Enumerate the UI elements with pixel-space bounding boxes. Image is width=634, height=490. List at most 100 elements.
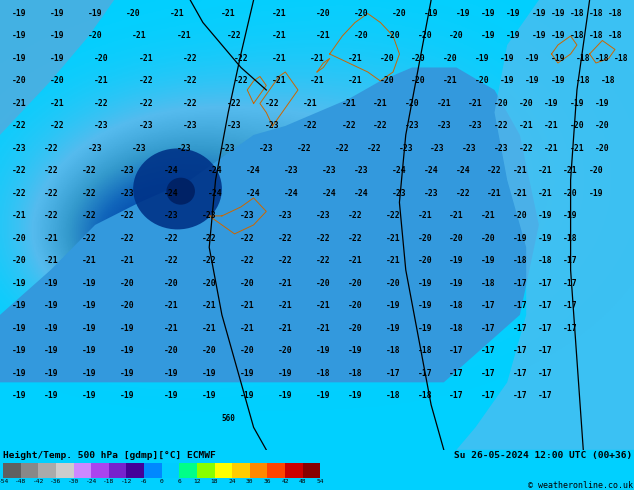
Text: -19: -19 — [347, 346, 363, 355]
Text: -23: -23 — [430, 144, 445, 153]
Text: -23: -23 — [119, 189, 134, 198]
Text: -19: -19 — [481, 31, 496, 41]
Text: -17: -17 — [538, 279, 553, 288]
Text: -22: -22 — [240, 234, 255, 243]
Text: -20: -20 — [481, 234, 496, 243]
Text: -18: -18 — [607, 31, 623, 41]
Text: -20: -20 — [11, 76, 27, 85]
Text: -23: -23 — [164, 211, 179, 220]
Text: -19: -19 — [81, 369, 96, 378]
Text: -48: -48 — [15, 479, 27, 485]
Text: -21: -21 — [164, 324, 179, 333]
Text: -23: -23 — [322, 167, 337, 175]
Text: -22: -22 — [94, 99, 109, 108]
Text: -21: -21 — [347, 54, 363, 63]
Text: -20: -20 — [404, 99, 420, 108]
Text: -17: -17 — [633, 31, 634, 41]
Text: -19: -19 — [278, 392, 293, 400]
Text: -21: -21 — [271, 9, 287, 18]
Bar — [302, 463, 320, 478]
Text: 30: 30 — [246, 479, 254, 485]
Text: -20: -20 — [385, 279, 401, 288]
Text: -19: -19 — [119, 324, 134, 333]
Text: -23: -23 — [87, 144, 103, 153]
Text: -20: -20 — [379, 54, 394, 63]
Text: -17: -17 — [512, 279, 527, 288]
Text: -17: -17 — [563, 301, 578, 310]
Text: -22: -22 — [138, 99, 153, 108]
Text: -23: -23 — [404, 122, 420, 130]
Text: -21: -21 — [43, 234, 58, 243]
Text: -20: -20 — [417, 256, 432, 266]
Text: -19: -19 — [43, 346, 58, 355]
Text: -19: -19 — [164, 392, 179, 400]
Text: -22: -22 — [81, 234, 96, 243]
Text: -19: -19 — [11, 392, 27, 400]
Text: -21: -21 — [94, 76, 109, 85]
Text: -19: -19 — [588, 189, 604, 198]
Text: -19: -19 — [81, 279, 96, 288]
Text: -20: -20 — [385, 31, 401, 41]
Bar — [109, 463, 126, 478]
Text: -21: -21 — [221, 9, 236, 18]
Text: -22: -22 — [455, 189, 470, 198]
Text: © weatheronline.co.uk: © weatheronline.co.uk — [527, 481, 633, 490]
Text: -24: -24 — [164, 189, 179, 198]
Text: -23: -23 — [227, 122, 242, 130]
Text: -19: -19 — [506, 9, 521, 18]
Bar — [3, 463, 21, 478]
Text: -22: -22 — [11, 167, 27, 175]
Text: -24: -24 — [354, 189, 369, 198]
Text: -19: -19 — [11, 31, 27, 41]
Text: -21: -21 — [132, 31, 147, 41]
Text: -19: -19 — [417, 324, 432, 333]
Text: -19: -19 — [119, 392, 134, 400]
Text: -22: -22 — [183, 76, 198, 85]
Text: -21: -21 — [436, 99, 451, 108]
Text: -19: -19 — [500, 54, 515, 63]
Text: -19: -19 — [316, 346, 331, 355]
Text: -18: -18 — [569, 31, 585, 41]
Text: -20: -20 — [588, 167, 604, 175]
Text: -18: -18 — [601, 76, 616, 85]
Text: -21: -21 — [271, 31, 287, 41]
Text: -17: -17 — [385, 369, 401, 378]
Text: -23: -23 — [354, 167, 369, 175]
Text: -22: -22 — [487, 167, 502, 175]
Text: -21: -21 — [569, 144, 585, 153]
Text: -19: -19 — [43, 301, 58, 310]
Text: -21: -21 — [278, 324, 293, 333]
Text: -22: -22 — [265, 99, 280, 108]
Text: -18: -18 — [449, 301, 464, 310]
Text: -20: -20 — [164, 346, 179, 355]
Text: -19: -19 — [119, 346, 134, 355]
Text: -21: -21 — [81, 256, 96, 266]
Text: -20: -20 — [595, 122, 610, 130]
Text: -19: -19 — [525, 54, 540, 63]
Text: -17: -17 — [512, 346, 527, 355]
Text: -21: -21 — [544, 122, 559, 130]
Text: Height/Temp. 500 hPa [gdmp][°C] ECMWF: Height/Temp. 500 hPa [gdmp][°C] ECMWF — [3, 451, 216, 460]
Text: -19: -19 — [550, 31, 566, 41]
Text: -21: -21 — [316, 324, 331, 333]
Text: -22: -22 — [335, 144, 350, 153]
Text: -23: -23 — [392, 189, 407, 198]
Text: -18: -18 — [563, 234, 578, 243]
Text: -20: -20 — [119, 301, 134, 310]
Text: -22: -22 — [373, 122, 388, 130]
Polygon shape — [0, 68, 539, 382]
Text: -19: -19 — [500, 76, 515, 85]
Bar — [21, 463, 39, 478]
Text: 12: 12 — [193, 479, 200, 485]
Text: -18: -18 — [385, 392, 401, 400]
Text: -22: -22 — [202, 256, 217, 266]
Text: -21: -21 — [138, 54, 153, 63]
Text: -21: -21 — [481, 211, 496, 220]
Text: -17: -17 — [512, 301, 527, 310]
Text: -23: -23 — [11, 144, 27, 153]
Text: -18: -18 — [633, 9, 634, 18]
Text: -22: -22 — [183, 99, 198, 108]
Bar — [232, 463, 250, 478]
Text: Su 26-05-2024 12:00 UTC (00+36): Su 26-05-2024 12:00 UTC (00+36) — [455, 451, 633, 460]
Text: -21: -21 — [544, 144, 559, 153]
